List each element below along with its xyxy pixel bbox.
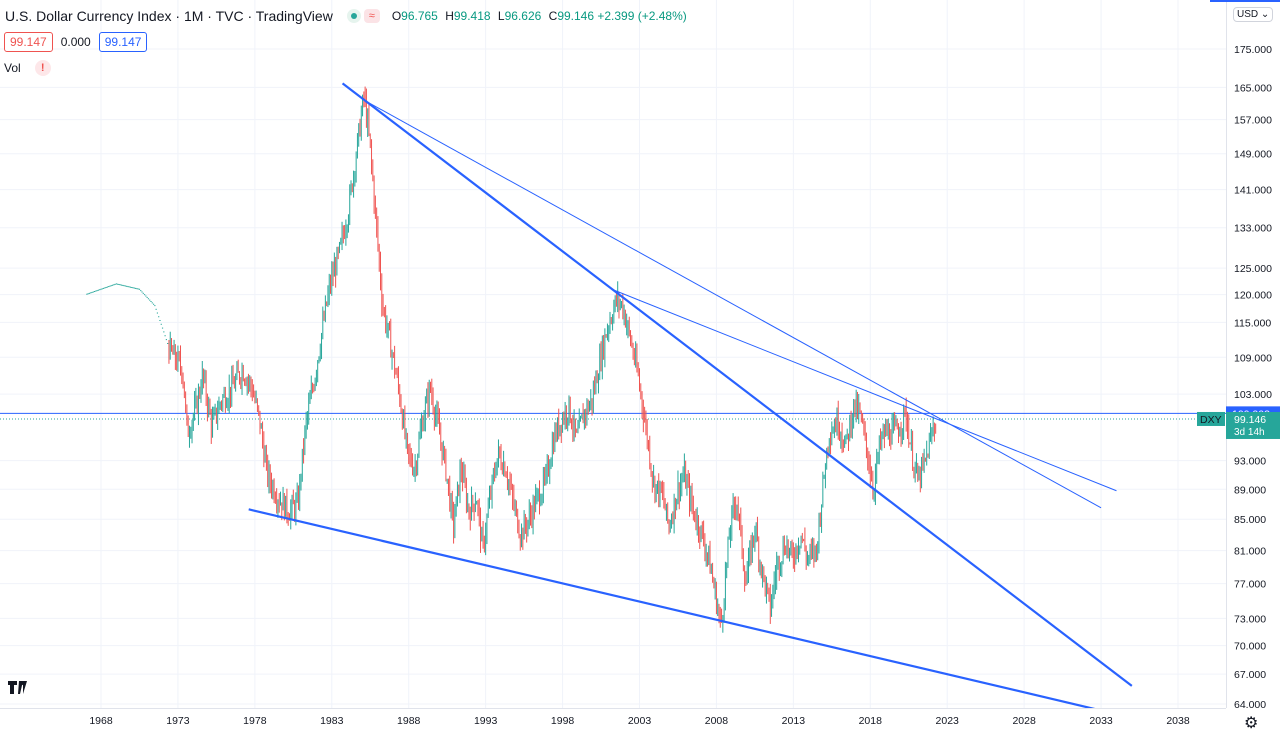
trendline (611, 288, 1117, 492)
symbol-badge (1197, 411, 1225, 426)
price-chart-plot[interactable]: DXY (0, 0, 1226, 708)
time-tick-label: 2023 (936, 715, 960, 727)
time-tick-label: 1988 (397, 715, 421, 727)
price-axis[interactable]: 175.000 165.000 157.000 149.000 141.000 133.0… (1226, 0, 1280, 708)
tradingview-logo-icon[interactable] (6, 678, 32, 698)
time-tick-label: 2018 (859, 715, 883, 727)
close-key: C (548, 9, 558, 23)
time-tick-label: 1968 (89, 715, 113, 727)
market-status-icon[interactable] (346, 9, 361, 23)
countdown-text: 3d 14h (1234, 427, 1265, 438)
indicator-left-value[interactable]: 99.147 (4, 32, 53, 52)
time-tick-label: 2033 (1089, 715, 1113, 727)
price-tick-label: 103.000 (1234, 389, 1272, 401)
ohlc-values: O96.765 H99.418 L96.626 C99.146 +2.399 (… (392, 9, 691, 23)
indicator-right-value[interactable]: 99.147 (98, 32, 148, 52)
low-key: L (497, 9, 505, 23)
horizontal-price-line[interactable] (0, 412, 1226, 420)
chart-grid (0, 0, 1226, 708)
time-tick-label: 1998 (551, 715, 575, 727)
last-price-text: 99.146 (1234, 414, 1266, 426)
time-tick-label: 1978 (243, 715, 267, 727)
price-tick-label: 85.000 (1234, 514, 1266, 526)
price-tick-label: 81.000 (1234, 546, 1266, 558)
time-tick-label: 2028 (1012, 715, 1036, 727)
price-tick-label: 67.000 (1234, 669, 1266, 681)
trendline (341, 82, 1133, 687)
high-key: H (445, 9, 454, 23)
data-mode-icon[interactable]: ≈ (363, 9, 380, 23)
time-tick-label: 1993 (474, 715, 498, 727)
time-tick-label: 2013 (782, 715, 806, 727)
open-key: O (391, 9, 402, 23)
time-tick-label: 2003 (628, 715, 652, 727)
price-tick-label: 133.000 (1234, 223, 1272, 235)
last-price-badge (1226, 411, 1280, 439)
price-tick-label: 125.000 (1234, 263, 1272, 275)
currency-button[interactable]: USD ⌄ (1233, 7, 1274, 22)
price-tick-label: 165.000 (1234, 82, 1272, 94)
low-value: 96.626 (504, 9, 542, 23)
price-tick-label: 149.000 (1234, 149, 1272, 161)
chart-legend: U.S. Dollar Currency Index · 1M · TVC · … (5, 8, 691, 24)
indicator-mid-value: 0.000 (60, 35, 91, 49)
price-tick-label: 157.000 (1234, 115, 1272, 127)
scale-indicator-line (1210, 0, 1280, 2)
indicator-values-row: 99.147 0.000 99.147 (4, 32, 148, 52)
gear-icon[interactable]: ⚙ (1244, 715, 1259, 732)
chevron-down-icon: ⌄ (1260, 9, 1270, 20)
price-tick-label: 120.000 (1234, 290, 1272, 302)
price-tick-label: 141.000 (1234, 185, 1272, 197)
symbol-badge-text: DXY (1200, 414, 1222, 426)
time-tick-label: 1973 (166, 715, 190, 727)
open-value: 96.765 (401, 9, 438, 23)
trendline (248, 508, 1096, 708)
price-tick-label: 93.000 (1234, 456, 1266, 468)
symbol-title[interactable]: U.S. Dollar Currency Index · 1M · TVC · … (5, 8, 333, 24)
price-tick-label: 115.000 (1234, 317, 1271, 329)
high-value: 99.418 (453, 9, 491, 23)
price-tick-label: 89.000 (1234, 484, 1266, 496)
time-tick-label: 2008 (705, 715, 729, 727)
close-value: 99.146 +2.399 (+2.48%) (557, 9, 687, 23)
time-axis-ticks: 1968 1973 1978 1983 1988 1993 1998 2003 2008 2013… (0, 708, 1226, 727)
time-axis[interactable]: 1968 1973 1978 1983 1988 1993 1998 2003 2008 2013… (0, 708, 1226, 740)
time-tick-label: 2038 (1166, 715, 1190, 727)
price-axis-ticks: 175.000 165.000 157.000 149.000 141.000 133.0… (1226, 0, 1272, 708)
volume-label[interactable]: Vol (4, 61, 21, 75)
currency-label: USD (1237, 9, 1259, 20)
volume-legend: Vol ! (4, 60, 51, 76)
warning-icon[interactable]: ! (34, 60, 51, 76)
trendlines[interactable] (248, 82, 1133, 708)
price-tick-label: 175.000 (1234, 44, 1272, 56)
price-tick-label: 70.000 (1234, 641, 1266, 653)
price-tick-label: 109.000 (1234, 352, 1272, 364)
price-tick-label: 77.000 (1234, 579, 1266, 591)
trendline (362, 98, 1102, 509)
time-tick-label: 1983 (320, 715, 344, 727)
price-tick-label: 73.000 (1234, 613, 1266, 625)
price-tick-label: 64.000 (1234, 699, 1266, 708)
